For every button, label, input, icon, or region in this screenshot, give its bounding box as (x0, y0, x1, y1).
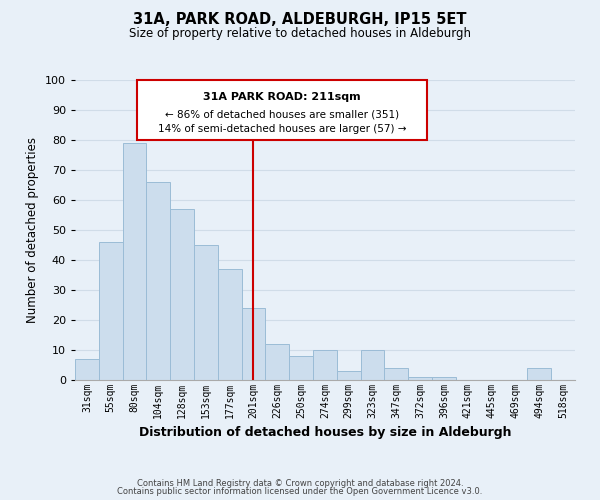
Text: Size of property relative to detached houses in Aldeburgh: Size of property relative to detached ho… (129, 28, 471, 40)
Bar (242, 308, 265, 380)
Bar (218, 269, 242, 380)
Bar (122, 143, 146, 380)
Y-axis label: Number of detached properties: Number of detached properties (26, 137, 40, 323)
Bar (385, 368, 408, 380)
Bar (75, 359, 99, 380)
Text: Contains public sector information licensed under the Open Government Licence v3: Contains public sector information licen… (118, 488, 482, 496)
Bar (289, 356, 313, 380)
FancyBboxPatch shape (137, 80, 427, 140)
Bar (146, 182, 170, 380)
Bar (194, 245, 218, 380)
X-axis label: Distribution of detached houses by size in Aldeburgh: Distribution of detached houses by size … (139, 426, 511, 440)
Text: 31A, PARK ROAD, ALDEBURGH, IP15 5ET: 31A, PARK ROAD, ALDEBURGH, IP15 5ET (133, 12, 467, 28)
Text: Contains HM Land Registry data © Crown copyright and database right 2024.: Contains HM Land Registry data © Crown c… (137, 478, 463, 488)
Text: ← 86% of detached houses are smaller (351): ← 86% of detached houses are smaller (35… (165, 110, 399, 120)
Bar (313, 350, 337, 380)
Text: 31A PARK ROAD: 211sqm: 31A PARK ROAD: 211sqm (203, 92, 361, 102)
Text: 14% of semi-detached houses are larger (57) →: 14% of semi-detached houses are larger (… (158, 124, 406, 134)
Bar (527, 368, 551, 380)
Bar (408, 377, 432, 380)
Bar (99, 242, 122, 380)
Bar (170, 209, 194, 380)
Bar (337, 371, 361, 380)
Bar (265, 344, 289, 380)
Bar (432, 377, 456, 380)
Bar (361, 350, 385, 380)
